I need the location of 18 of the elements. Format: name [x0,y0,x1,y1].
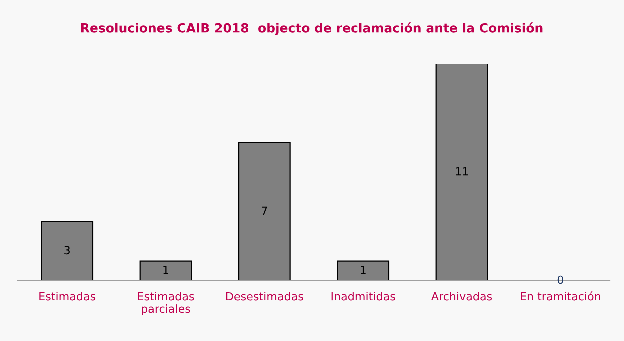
x-tick-label: Inadmitidas [332,292,396,301]
data-label: 1 [361,266,366,274]
x-tick-label: Estimadas parciales [138,292,194,316]
bar [436,64,488,281]
data-label: 3 [64,246,70,255]
bar [337,260,390,281]
bar [238,142,291,281]
x-tick-label: Archivadas [431,292,492,301]
chart-title: Resoluciones CAIB 2018 objecto de reclamación ante la Comisión [82,22,543,36]
data-label: 0 [558,276,564,284]
x-tick-label: En tramitación [521,292,600,301]
x-tick-label: Estimadas [40,292,96,301]
x-tick-label: Desestimadas [226,292,304,301]
data-label: 11 [456,167,468,176]
bar [41,221,94,281]
bar [140,260,192,281]
data-label: 1 [164,266,169,274]
data-label: 7 [262,206,268,216]
